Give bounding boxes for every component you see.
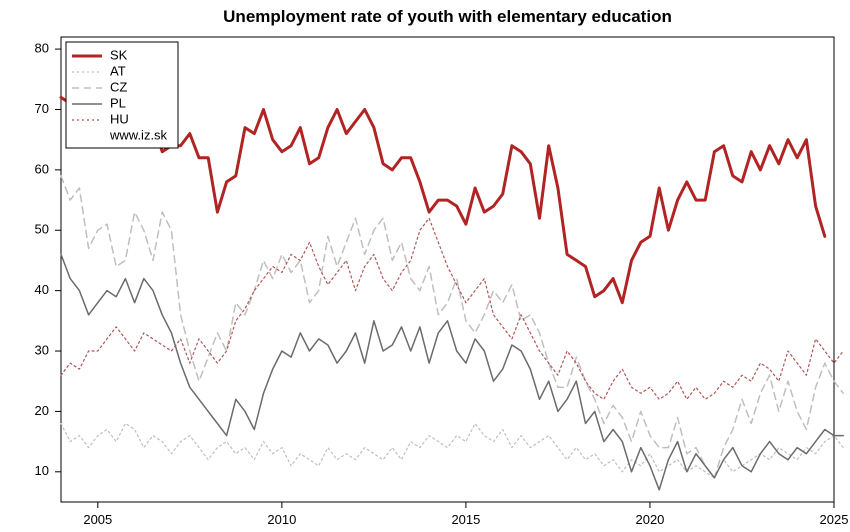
x-tick-label: 2020 — [635, 512, 664, 527]
y-tick-label: 60 — [35, 161, 49, 176]
legend-source-label: www.iz.sk — [109, 127, 168, 142]
series-line-pl — [61, 254, 843, 490]
legend-label: SK — [110, 47, 128, 62]
legend-label: HU — [110, 111, 129, 126]
y-tick-label: 50 — [35, 222, 49, 237]
legend-label: CZ — [110, 79, 127, 94]
legend-label: PL — [110, 95, 126, 110]
x-tick-label: 2025 — [820, 512, 849, 527]
y-tick-label: 20 — [35, 403, 49, 418]
chart-title: Unemployment rate of youth with elementa… — [223, 7, 672, 26]
y-tick-label: 70 — [35, 101, 49, 116]
series-line-at — [61, 424, 843, 478]
chart-container: 2005 2010 2015 2020 2025 10 20 30 40 50 60 70 80 Unem… — [0, 0, 850, 532]
unemployment-chart: 2005 2010 2015 2020 2025 10 20 30 40 50 60 70 80 Unem… — [0, 0, 850, 532]
x-tick-label: 2005 — [83, 512, 112, 527]
y-tick-label: 40 — [35, 282, 49, 297]
legend: SKATCZPLHUwww.iz.sk — [66, 42, 178, 148]
y-tick-label: 80 — [35, 41, 49, 56]
x-tick-label: 2015 — [451, 512, 480, 527]
series-line-cz — [61, 176, 843, 478]
x-tick-label: 2010 — [267, 512, 296, 527]
y-tick-label: 10 — [35, 463, 49, 478]
y-tick-label: 30 — [35, 342, 49, 357]
legend-label: AT — [110, 63, 126, 78]
series-line-hu — [61, 218, 843, 399]
